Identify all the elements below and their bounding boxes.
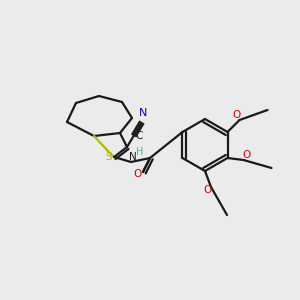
Text: N: N: [139, 108, 148, 118]
Text: O: O: [232, 110, 241, 120]
Text: H: H: [136, 147, 144, 157]
Text: O: O: [203, 185, 211, 195]
Text: C: C: [136, 131, 143, 141]
Text: O: O: [133, 169, 141, 179]
Text: N: N: [129, 152, 137, 162]
Text: O: O: [242, 150, 250, 160]
Text: S: S: [106, 152, 112, 162]
